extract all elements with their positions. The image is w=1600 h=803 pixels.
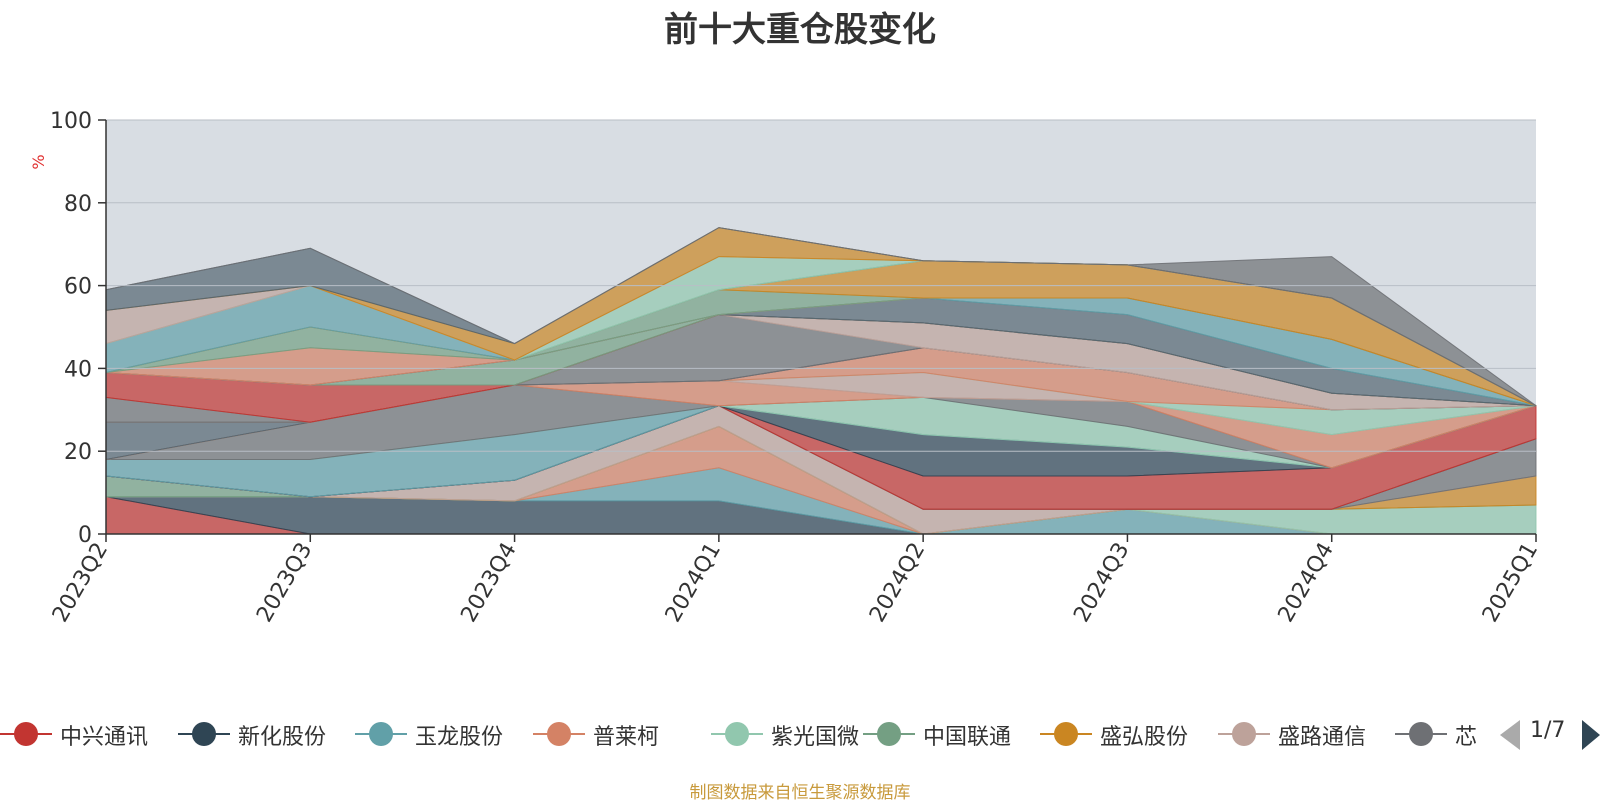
source-note: 制图数据来自恒生聚源数据库	[689, 783, 911, 803]
legend-item[interactable]: 芯	[1395, 716, 1478, 752]
legend-item[interactable]: 普莱柯	[533, 716, 703, 752]
legend-label: 普莱柯	[593, 725, 660, 750]
legend-prev-page-button[interactable]	[1500, 720, 1520, 750]
legend-label: 紫光国微	[771, 725, 860, 750]
y-tick-label: 0	[78, 523, 92, 548]
x-tick-label: 2024Q1	[661, 539, 726, 627]
legend-item[interactable]: 新化股份	[178, 716, 348, 752]
legend-item[interactable]: 中兴通讯	[0, 716, 170, 752]
y-tick-label: 60	[64, 275, 92, 300]
legend-item[interactable]: 紫光国微	[711, 716, 881, 752]
y-axis-label: %	[29, 154, 48, 169]
legend-dot-icon	[1054, 722, 1078, 746]
x-tick-label: 2023Q4	[456, 539, 521, 627]
legend-label: 玉龙股份	[415, 725, 504, 750]
legend-dot-icon	[192, 722, 216, 746]
legend: 中兴通讯 新化股份 玉龙股份 普莱柯 紫光国微 中国联通 盛弘股份 盛路通信 芯	[0, 716, 1600, 752]
legend-item[interactable]: 盛弘股份	[1040, 716, 1210, 752]
legend-item[interactable]: 玉龙股份	[355, 716, 525, 752]
legend-label: 中国联通	[923, 725, 1012, 750]
y-tick-label: 100	[50, 109, 92, 134]
x-tick-label: 2024Q4	[1274, 539, 1339, 627]
legend-label: 盛弘股份	[1100, 725, 1189, 750]
x-tick-label: 2024Q3	[1069, 539, 1134, 627]
x-tick-label: 2024Q2	[865, 539, 930, 627]
x-tick-label: 2023Q2	[48, 539, 113, 627]
y-tick-label: 20	[64, 440, 92, 465]
legend-dot-icon	[547, 722, 571, 746]
legend-page-indicator: 1/7	[1530, 718, 1566, 743]
legend-item[interactable]: 中国联通	[863, 716, 1033, 752]
legend-label: 盛路通信	[1278, 725, 1367, 750]
legend-dot-icon	[1232, 722, 1256, 746]
x-tick-label: 2023Q3	[252, 539, 317, 627]
legend-dot-icon	[877, 722, 901, 746]
x-tick-label: 2025Q1	[1478, 539, 1543, 627]
legend-dot-icon	[369, 722, 393, 746]
legend-dot-icon	[14, 722, 38, 746]
legend-label: 芯	[1455, 725, 1478, 750]
chart-title: 前十大重仓股变化	[664, 10, 936, 50]
legend-dot-icon	[1409, 722, 1433, 746]
legend-item[interactable]: 盛路通信	[1218, 716, 1388, 752]
area-series-36	[105, 227, 1537, 407]
legend-dot-icon	[725, 722, 749, 746]
y-tick-label: 80	[64, 192, 92, 217]
legend-next-page-button[interactable]	[1582, 720, 1600, 750]
y-tick-label: 40	[64, 357, 92, 382]
legend-label: 中兴通讯	[60, 725, 149, 750]
legend-label: 新化股份	[238, 725, 327, 750]
